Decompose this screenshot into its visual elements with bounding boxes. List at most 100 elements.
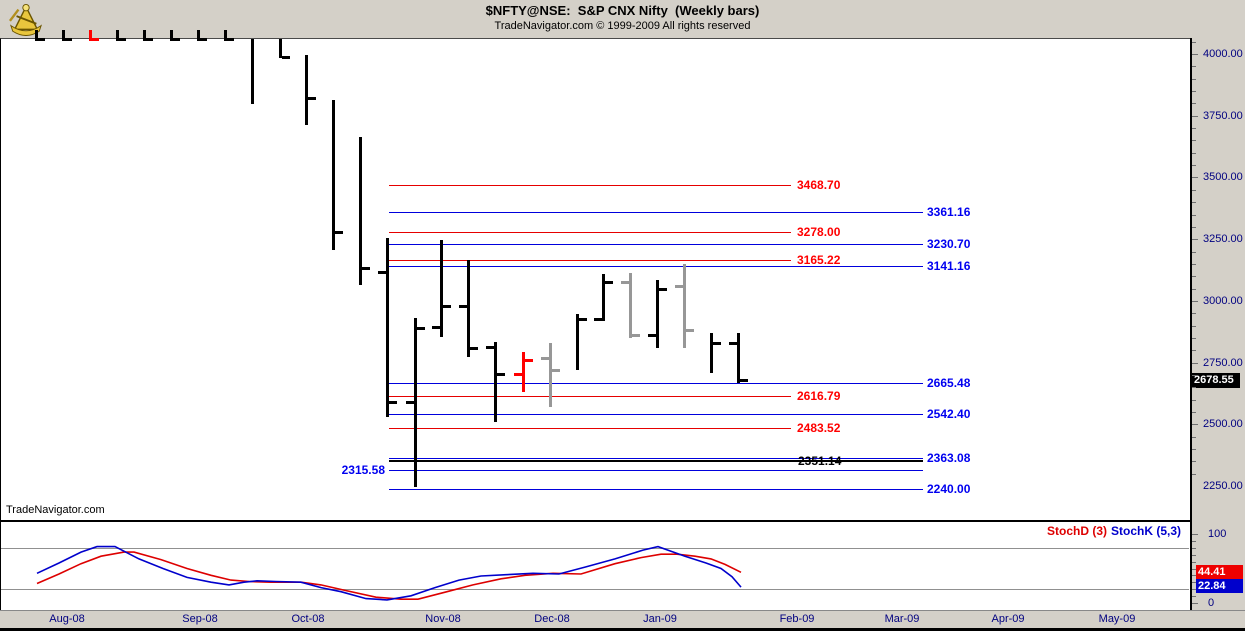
chart-subtitle: TradeNavigator.com © 1999-2009 All right…	[494, 20, 751, 32]
tradenavigator-sextant-logo-icon	[9, 3, 43, 36]
month-label: Feb-09	[779, 613, 815, 625]
price-axis-border	[1190, 38, 1192, 610]
ohlc-bar	[629, 273, 632, 338]
level-label: 2315.58	[341, 462, 385, 477]
price-axis-minor-tick	[1192, 350, 1196, 352]
ohlc-close-tick	[605, 280, 613, 284]
price-axis-minor-tick	[1192, 103, 1196, 105]
ohlc-open-tick	[432, 325, 440, 329]
level-label: 3165.22	[797, 253, 841, 268]
stoch-axis-minor-tick	[1192, 595, 1196, 597]
price-axis-minor-tick	[1192, 374, 1196, 376]
price-axis-label: 2750.00	[1203, 356, 1243, 369]
level-line	[389, 460, 923, 462]
price-axis-major-tick	[1192, 115, 1198, 117]
ohlc-open-tick	[621, 280, 629, 284]
price-axis-minor-tick	[1192, 411, 1196, 413]
level-line	[389, 266, 923, 267]
stoch-axis-major-tick	[1192, 602, 1198, 604]
level-label: 3361.16	[927, 204, 971, 219]
legend-stochd: StochD (3)	[1047, 524, 1107, 538]
ohlc-open-tick	[406, 400, 414, 404]
ohlc-bar	[386, 237, 389, 417]
ohlc-close-tick	[740, 378, 748, 382]
ohlc-close-tick	[362, 266, 370, 270]
ohlc-close-tick	[389, 400, 397, 404]
level-label: 3141.16	[927, 259, 971, 273]
ohlc-open-tick	[514, 373, 522, 377]
month-label: Sep-08	[182, 613, 218, 625]
price-axis-minor-tick	[1192, 226, 1196, 228]
price-axis-label: 4000.00	[1203, 48, 1243, 60]
level-line	[389, 211, 923, 213]
ohlc-bar	[467, 259, 470, 357]
ohlc-open-tick	[541, 357, 549, 361]
price-axis-major-tick	[1192, 424, 1198, 426]
price-axis-label: 3250.00	[1203, 233, 1243, 246]
ohlc-bar	[656, 279, 659, 348]
price-axis-minor-tick	[1192, 140, 1196, 142]
level-label: 2542.40	[927, 406, 971, 421]
level-label: 2665.48	[927, 376, 971, 391]
level-label: 3468.70	[797, 178, 841, 193]
stochd-value-badge: 44.41	[1196, 565, 1243, 579]
level-line	[389, 395, 791, 397]
chart-title: $NFTY@NSE: S&P CNX Nifty (Weekly bars)	[485, 3, 760, 18]
price-axis-minor-tick	[1192, 251, 1196, 253]
level-label: 3278.00	[797, 225, 841, 240]
month-label: Mar-09	[884, 613, 920, 625]
ohlc-bar	[602, 273, 605, 321]
price-axis-minor-tick	[1192, 165, 1196, 167]
level-line	[389, 383, 923, 385]
month-label: Jan-09	[643, 613, 677, 625]
stoch-axis-minor-tick	[1192, 568, 1196, 570]
stoch-gridline	[1, 589, 1189, 590]
stochastic-panel[interactable]: StochD (3) StochK (5,3)	[0, 520, 1190, 610]
ohlc-bar	[683, 264, 686, 348]
month-label: Dec-08	[534, 613, 570, 625]
price-axis-label: 2500.00	[1203, 418, 1243, 431]
ohlc-close-tick	[470, 346, 478, 350]
last-price-badge: 2678.55	[1192, 373, 1240, 388]
ohlc-close-tick	[417, 326, 425, 330]
ohlc-bar	[710, 332, 713, 373]
price-axis-minor-tick	[1192, 436, 1196, 438]
price-axis-minor-tick	[1192, 128, 1196, 130]
level-line	[389, 185, 791, 187]
stochd-curve	[36, 551, 742, 600]
ohlc-open-tick	[378, 270, 386, 274]
price-axis-major-tick	[1192, 239, 1198, 241]
price-axis-minor-tick	[1192, 337, 1196, 339]
ohlc-open-tick	[486, 345, 494, 349]
price-axis-minor-tick	[1192, 473, 1196, 475]
price-axis-minor-tick	[1192, 399, 1196, 401]
ohlc-close-tick	[579, 318, 587, 322]
ohlc-close-tick	[497, 373, 505, 377]
stoch-axis-major-tick	[1192, 534, 1198, 536]
level-line	[389, 488, 923, 490]
stoch-axis-minor-tick	[1192, 554, 1196, 556]
ohlc-open-tick	[675, 284, 683, 288]
level-line	[389, 428, 791, 430]
price-axis-label: 2250.00	[1203, 480, 1243, 492]
price-axis-minor-tick	[1192, 202, 1196, 204]
chart-header: $NFTY@NSE: S&P CNX Nifty (Weekly bars) T…	[0, 0, 1245, 38]
month-label: Nov-08	[425, 613, 461, 625]
ohlc-open-tick	[729, 341, 737, 345]
price-axis-major-tick	[1192, 362, 1198, 364]
time-axis: Aug-08 Sep-08 Oct-08 Nov-08 Dec-08 Jan-09 Feb-…	[0, 610, 1245, 628]
price-chart-area[interactable]: TradeNavigator.com 3468.70 3361.16 3278.00…	[0, 38, 1190, 520]
stoch-axis-minor-tick	[1192, 575, 1196, 577]
ohlc-bar	[359, 136, 362, 285]
ohlc-open-tick	[459, 304, 467, 308]
ohlc-close-tick	[686, 328, 694, 332]
stochk-value-badge: 22.84	[1196, 579, 1243, 593]
price-axis-minor-tick	[1192, 276, 1196, 278]
price-axis[interactable]: 2678.55 100 0 44.41 22.84 4000.00 3750.00…	[1192, 38, 1245, 610]
month-label: Oct-08	[291, 613, 325, 625]
stoch-axis-minor-tick	[1192, 548, 1196, 549]
stoch-axis-minor-tick	[1192, 541, 1196, 543]
ohlc-bar	[440, 239, 443, 337]
stoch-axis-minor-tick	[1192, 582, 1196, 584]
